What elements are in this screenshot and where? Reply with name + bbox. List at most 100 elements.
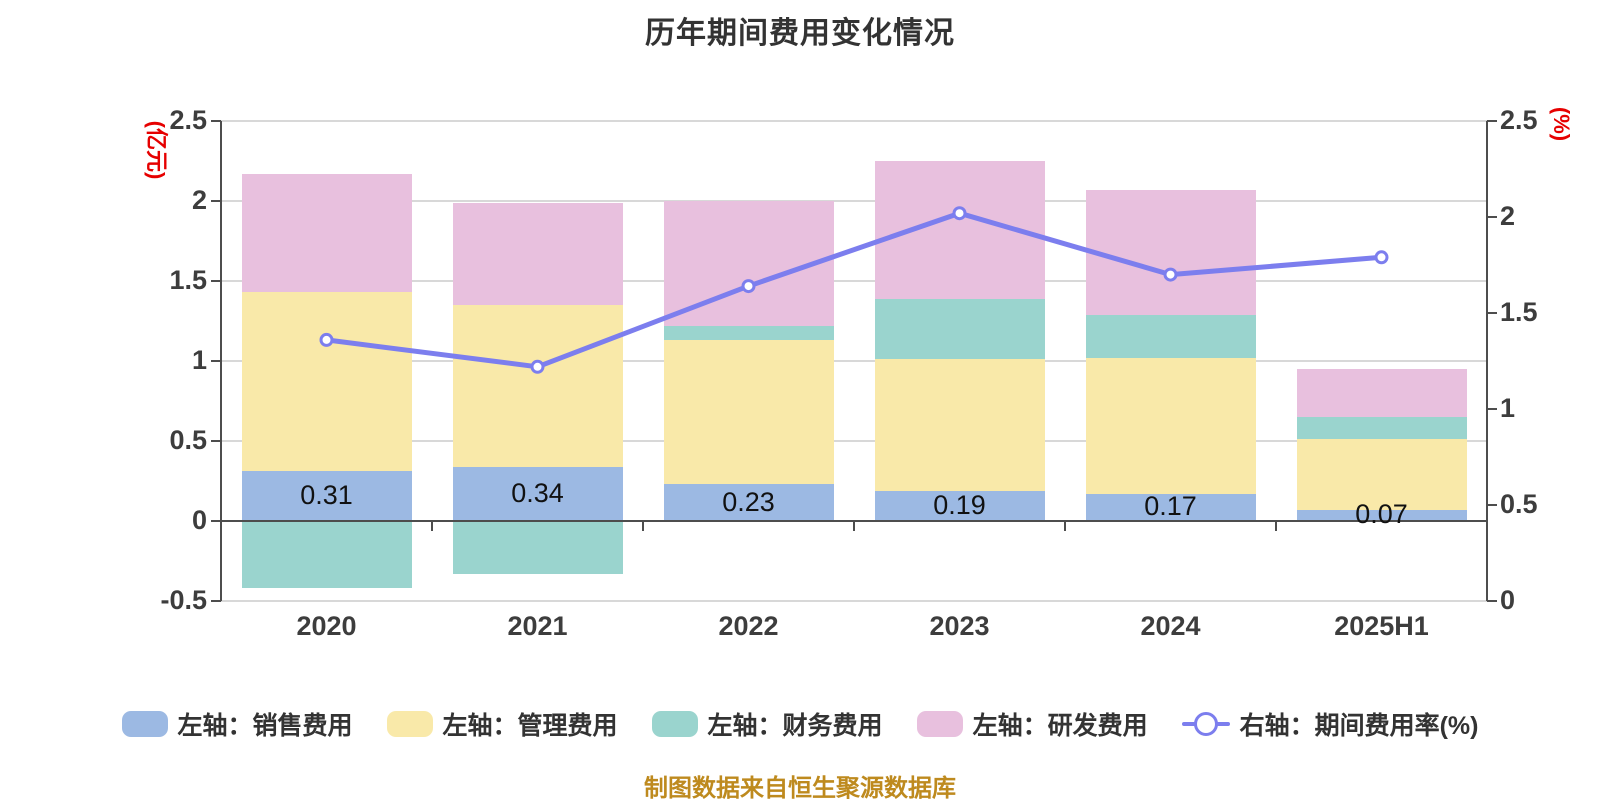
legend: 左轴：销售费用 左轴：管理费用 左轴：财务费用 左轴：研发费用 右轴：期间费用率(%) <box>0 702 1600 746</box>
category-tick-4 <box>1064 521 1066 531</box>
x-axis-label-2020: 2020 <box>296 611 357 641</box>
bar-admin-2024[interactable] <box>1085 357 1256 494</box>
sales-swatch-icon <box>121 711 168 737</box>
category-tick-0 <box>220 521 222 531</box>
bar-sales-2021[interactable] <box>452 466 623 521</box>
left-axis-tick-label-0.5: 0.5 <box>169 425 207 455</box>
bar-value-label-2024: 0.17 <box>1144 491 1197 522</box>
gridline-0.5 <box>221 440 1487 442</box>
legend-label-admin: 左轴：管理费用 <box>442 712 618 740</box>
bar-value-label-2023: 0.19 <box>933 489 986 520</box>
chart-title: 历年期间费用变化情况 <box>645 17 955 50</box>
bar-rnd-2021[interactable] <box>452 202 623 305</box>
x-axis-label-2022: 2022 <box>718 611 779 641</box>
legend-item-finance[interactable]: 左轴：财务费用 <box>651 706 883 742</box>
gridline--0.5 <box>221 600 1487 602</box>
gridline-2 <box>221 200 1487 202</box>
bar-rnd-2022[interactable] <box>663 201 834 326</box>
bar-admin-2022[interactable] <box>663 340 834 485</box>
legend-item-admin[interactable]: 左轴：管理费用 <box>386 706 618 742</box>
right-axis-unit-label: (%) <box>1549 106 1574 142</box>
left-axis-tick-label-1.5: 1.5 <box>169 265 207 295</box>
bar-admin-2025H1[interactable] <box>1296 439 1467 510</box>
left-axis-tick-2 <box>211 200 221 202</box>
left-axis-line <box>220 121 222 601</box>
rate-point-2023[interactable] <box>952 206 967 221</box>
bar-finance-2024[interactable] <box>1085 314 1256 358</box>
rate-point-2020[interactable] <box>319 332 334 347</box>
left-axis-tick--0.5 <box>211 600 221 602</box>
rate-point-2022[interactable] <box>741 279 756 294</box>
right-axis-tick-1.5 <box>1487 312 1497 314</box>
category-tick-5 <box>1275 521 1277 531</box>
line-marker-icon <box>1181 711 1230 737</box>
rate-point-2025H1[interactable] <box>1374 250 1389 265</box>
bar-sales-2024[interactable] <box>1085 493 1256 521</box>
left-axis-tick-label-0: 0 <box>191 505 207 535</box>
category-tick-1 <box>431 521 433 531</box>
legend-label-sales: 左轴：销售费用 <box>177 712 353 740</box>
legend-item-sales[interactable]: 左轴：销售费用 <box>121 706 353 742</box>
bar-finance-2023[interactable] <box>874 298 1045 360</box>
right-axis-tick-2 <box>1487 216 1497 218</box>
gridline-1 <box>221 360 1487 362</box>
x-axis-label-2025H1: 2025H1 <box>1334 611 1429 641</box>
bar-finance-2020[interactable] <box>241 521 412 589</box>
right-axis-tick-1 <box>1487 408 1497 410</box>
right-axis-tick-label-1: 1 <box>1500 393 1516 423</box>
x-axis-label-2021: 2021 <box>507 611 568 641</box>
right-axis-tick-label-0.5: 0.5 <box>1500 489 1538 519</box>
legend-item-rnd[interactable]: 左轴：研发费用 <box>916 706 1148 742</box>
bar-sales-2025H1[interactable] <box>1296 509 1467 521</box>
bar-admin-2020[interactable] <box>241 292 412 472</box>
category-tick-2 <box>642 521 644 531</box>
bar-sales-2020[interactable] <box>241 471 412 521</box>
rate-line <box>324 210 1384 370</box>
x-axis-label-2024: 2024 <box>1140 611 1201 641</box>
bar-value-label-2021: 0.34 <box>511 477 564 508</box>
category-tick-3 <box>853 521 855 531</box>
bar-rnd-2020[interactable] <box>241 173 412 293</box>
rate-point-2024[interactable] <box>1163 267 1178 282</box>
gridline-2.5 <box>221 120 1487 122</box>
bar-sales-2022[interactable] <box>663 484 834 521</box>
left-axis-tick-label-1: 1 <box>191 345 207 375</box>
legend-label-expense-rate: 右轴：期间费用率(%) <box>1239 712 1479 740</box>
left-axis-tick-1 <box>211 360 221 362</box>
data-source-caption: 制图数据来自恒生聚源数据库 <box>644 775 956 800</box>
legend-item-expense-rate[interactable]: 右轴：期间费用率(%) <box>1181 706 1479 742</box>
bar-finance-2022[interactable] <box>663 325 834 341</box>
bar-rnd-2025H1[interactable] <box>1296 369 1467 417</box>
left-axis-tick-1.5 <box>211 280 221 282</box>
left-axis-tick-2.5 <box>211 120 221 122</box>
right-axis-tick-label-1.5: 1.5 <box>1500 297 1538 327</box>
bar-finance-2021[interactable] <box>452 521 623 574</box>
rate-line-layer <box>319 206 1389 374</box>
left-axis-tick-label--0.5: -0.5 <box>160 585 207 615</box>
right-axis-tick-label-0: 0 <box>1500 585 1516 615</box>
x-axis-label-2023: 2023 <box>929 611 990 641</box>
left-axis-tick-0 <box>211 520 221 522</box>
bar-rnd-2024[interactable] <box>1085 189 1256 315</box>
gridline-1.5 <box>221 280 1487 282</box>
left-axis-tick-label-2: 2 <box>191 185 207 215</box>
rnd-swatch-icon <box>916 711 963 737</box>
bar-value-label-2025H1: 0.07 <box>1355 499 1408 530</box>
admin-swatch-icon <box>386 711 433 737</box>
legend-label-finance: 左轴：财务费用 <box>707 712 883 740</box>
bar-value-label-2020: 0.31 <box>300 480 353 511</box>
rate-point-2021[interactable] <box>530 359 545 374</box>
left-axis-tick-label-2.5: 2.5 <box>169 105 207 135</box>
bar-sales-2023[interactable] <box>874 490 1045 521</box>
right-axis-tick-label-2.5: 2.5 <box>1500 105 1538 135</box>
bar-finance-2025H1[interactable] <box>1296 417 1467 440</box>
bar-value-label-2022: 0.23 <box>722 486 775 517</box>
plot-area: 0.31 0.34 0.23 0.19 0.17 0.07 <box>211 120 1497 602</box>
bar-admin-2023[interactable] <box>874 359 1045 491</box>
right-axis-tick-label-2: 2 <box>1500 201 1516 231</box>
left-axis-tick-0.5 <box>211 440 221 442</box>
right-axis-tick-2.5 <box>1487 120 1497 122</box>
bar-admin-2021[interactable] <box>452 305 623 467</box>
right-axis-tick-0.5 <box>1487 504 1497 506</box>
right-axis-line <box>1486 121 1488 601</box>
